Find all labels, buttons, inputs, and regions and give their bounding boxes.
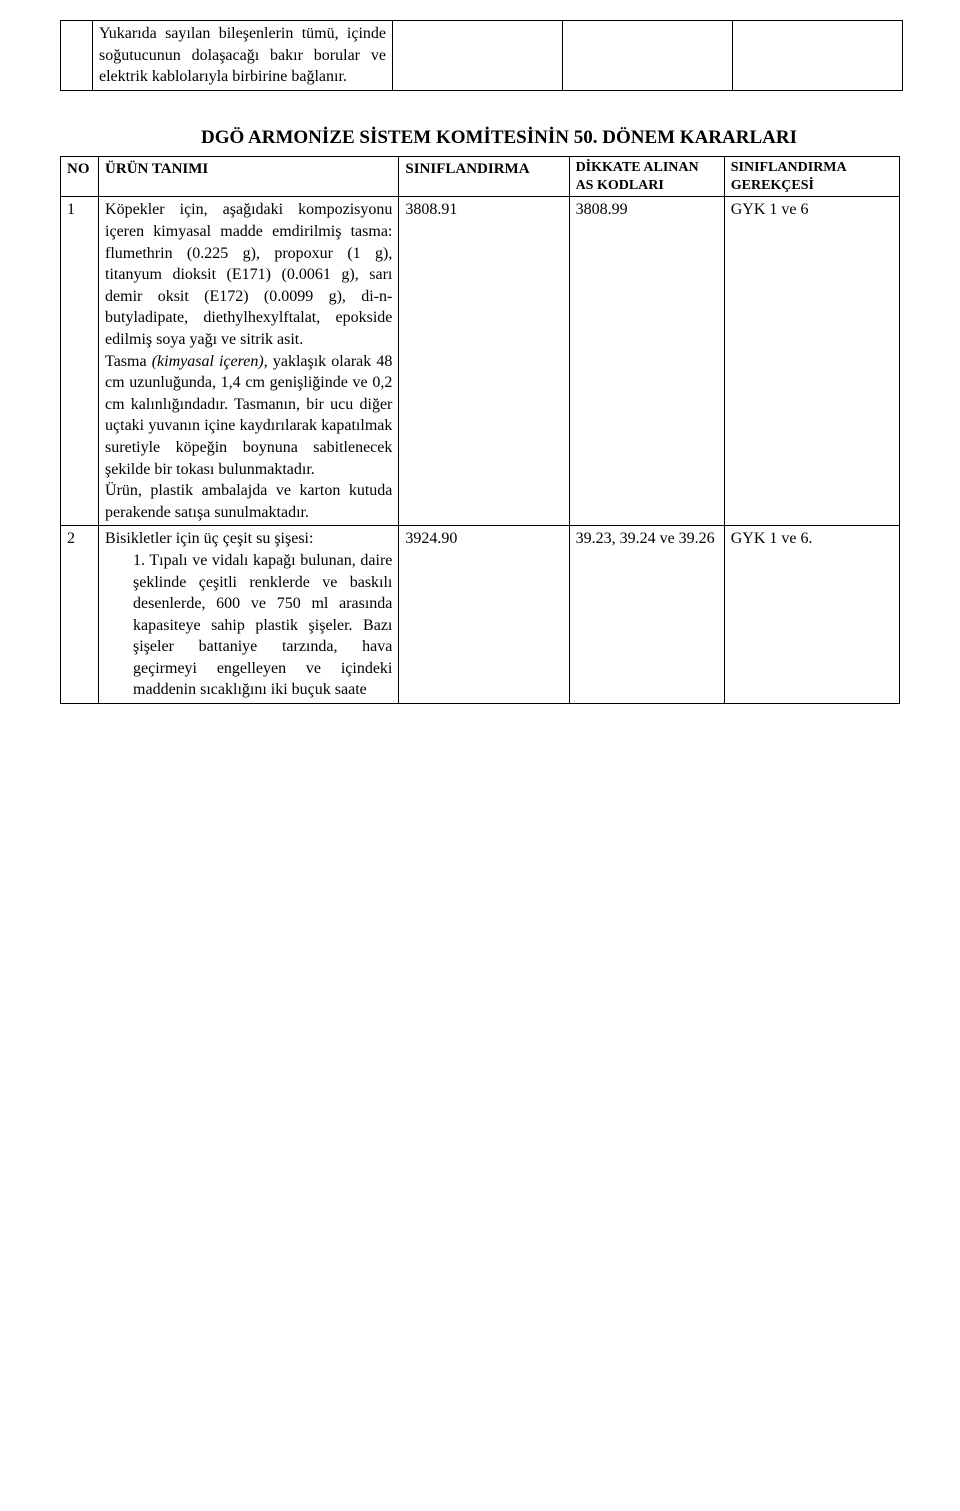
header-dikkate: DİKKATE ALINAN AS KODLARI [569,157,724,197]
row1-desc-italic-prefix: Tasma [105,353,152,370]
header-row: NO ÜRÜN TANIMI SINIFLANDIRMA DİKKATE ALI… [61,157,900,197]
top-col-0 [61,21,93,91]
row1-dikkate: 3808.99 [569,197,724,526]
row1-desc-italic: (kimyasal içeren) [152,353,264,370]
row2-dikkate: 39.23, 39.24 ve 39.26 [569,526,724,704]
row1-desc-part3: Ürün, plastik ambalajda ve karton kutuda… [105,482,392,521]
table-row: 1 Köpekler için, aşağıdaki kompozisyonu … [61,197,900,526]
row2-no: 2 [61,526,99,704]
header-gerekce: SINIFLANDIRMA GEREKÇESİ [724,157,899,197]
table-row: 2 Bisikletler için üç çeşit su şişesi: 1… [61,526,900,704]
row1-desc-part2: , yaklaşık olarak 48 cm uzunluğunda, 1,4… [105,353,392,478]
title-row: DGÖ ARMONİZE SİSTEM KOMİTESİNİN 50. DÖNE… [61,119,900,157]
row2-desc-line1: Bisikletler için üç çeşit su şişesi: [105,530,313,547]
row1-no: 1 [61,197,99,526]
top-col-4 [733,21,903,91]
top-col-2 [393,21,563,91]
main-table: DGÖ ARMONİZE SİSTEM KOMİTESİNİN 50. DÖNE… [60,119,900,704]
top-desc-cell: Yukarıda sayılan bileşenlerin tümü, için… [93,21,393,91]
row1-desc-part1: Köpekler için, aşağıdaki kompozisyonu iç… [105,201,392,348]
row1-gerekce: GYK 1 ve 6 [724,197,899,526]
header-no: NO [61,157,99,197]
row2-desc: Bisikletler için üç çeşit su şişesi: 1. … [99,526,399,704]
row1-desc: Köpekler için, aşağıdaki kompozisyonu iç… [99,197,399,526]
header-sinif: SINIFLANDIRMA [399,157,569,197]
top-fragment-table: Yukarıda sayılan bileşenlerin tümü, için… [60,20,903,91]
header-urun: ÜRÜN TANIMI [99,157,399,197]
table-title: DGÖ ARMONİZE SİSTEM KOMİTESİNİN 50. DÖNE… [99,119,900,157]
row2-desc-body: 1. Tıpalı ve vidalı kapağı bulunan, dair… [105,550,392,701]
row1-sinif: 3808.91 [399,197,569,526]
table-row: Yukarıda sayılan bileşenlerin tümü, için… [61,21,903,91]
row2-sinif: 3924.90 [399,526,569,704]
row2-gerekce: GYK 1 ve 6. [724,526,899,704]
top-col-3 [563,21,733,91]
